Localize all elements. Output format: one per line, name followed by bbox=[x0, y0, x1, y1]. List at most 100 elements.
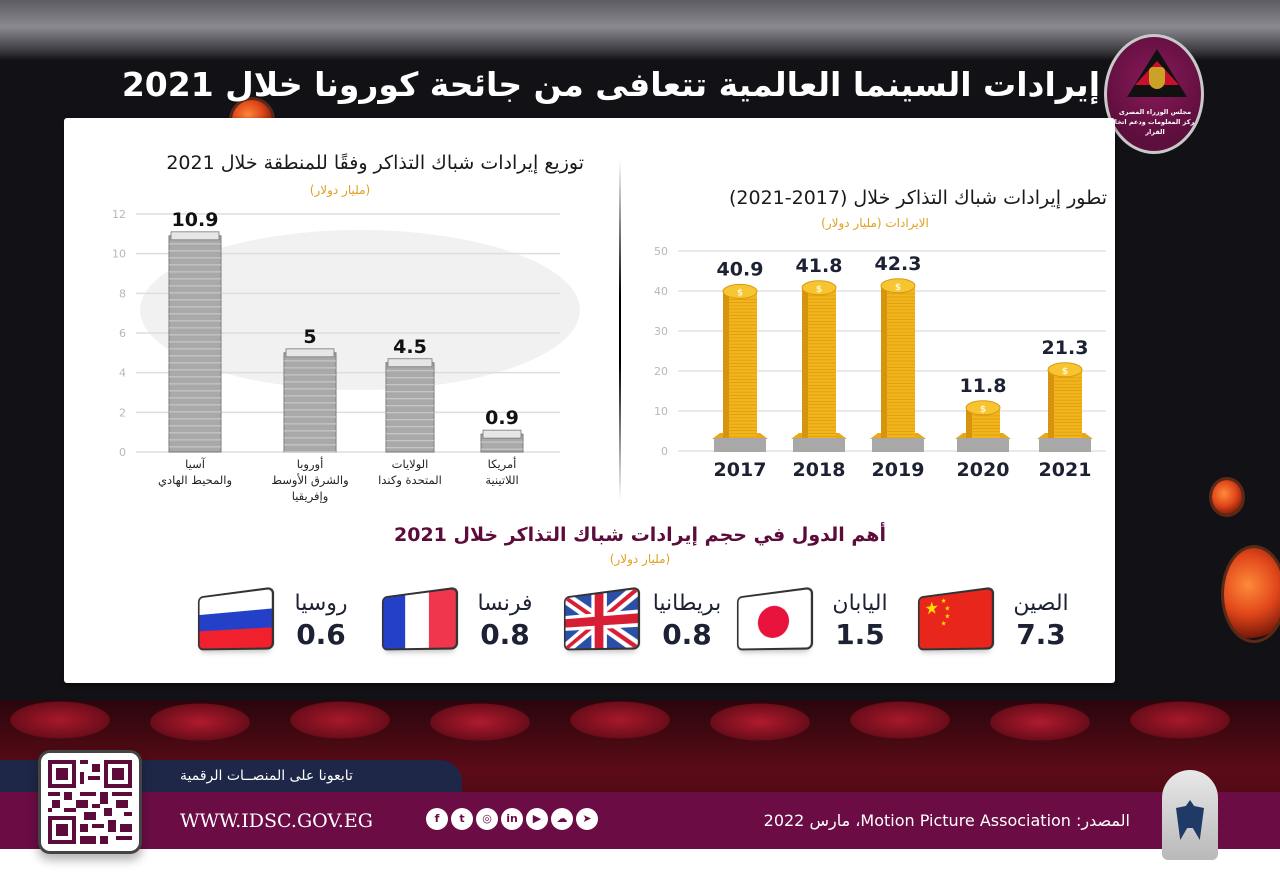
x-category-label-line: أوروبا bbox=[296, 457, 324, 471]
france-flag-icon bbox=[381, 586, 459, 651]
russia-flag-icon bbox=[197, 586, 275, 651]
website-link[interactable]: WWW.IDSC.GOV.EG bbox=[180, 810, 373, 832]
country-france: فرنسا 0.8 bbox=[378, 586, 548, 658]
dollar-icon: $ bbox=[737, 288, 743, 298]
x-category-label: 2020 bbox=[957, 459, 1010, 481]
coin-shade bbox=[881, 285, 887, 438]
x-category-label: الولايات المتحدة وكندا bbox=[355, 456, 465, 488]
x-category-label: أوروبا والشرق الأوسط وإفريقيا bbox=[255, 456, 365, 504]
stack-top bbox=[482, 429, 522, 439]
japan-flag-icon bbox=[736, 586, 814, 651]
country-value: 7.3 bbox=[1016, 618, 1066, 651]
logo-text-line: مركز المعلومات ودعم اتخاذ القرار bbox=[1111, 118, 1199, 136]
x-category-label: 2017 bbox=[714, 459, 767, 481]
y-tick-label: 6 bbox=[119, 327, 126, 340]
country-uk: بريطانيا 0.8 bbox=[560, 586, 730, 658]
stack-top bbox=[387, 358, 433, 368]
yearly-chart-title: تطور إيرادات شباك التذاكر خلال (2017-202… bbox=[728, 187, 1107, 209]
source-text: المصدر: Motion Picture Association، مارس… bbox=[763, 811, 1130, 830]
world-map-background bbox=[140, 230, 580, 390]
bar-value-label: 0.9 bbox=[485, 407, 519, 429]
panel-divider bbox=[619, 160, 621, 500]
dollar-icon: $ bbox=[816, 285, 822, 295]
y-tick-label: 50 bbox=[654, 245, 668, 258]
countries-subtitle: (مليار دولار) bbox=[609, 552, 671, 566]
region-revenue-chart: 0 2 4 6 8 10 12 10.9 5 4.5 0.9 bbox=[112, 208, 580, 459]
x-category-label-line: وإفريقيا bbox=[291, 489, 329, 503]
content-panel bbox=[64, 118, 1115, 683]
x-category-label-line: اللاتينية bbox=[485, 473, 519, 487]
country-value: 0.6 bbox=[296, 618, 346, 651]
x-category-label: آسيا والمحيط الهادي bbox=[140, 456, 250, 488]
y-tick-label: 4 bbox=[119, 367, 126, 380]
coin-shade bbox=[966, 407, 972, 438]
y-tick-label: 0 bbox=[119, 446, 126, 459]
social-icons: f t ◎ in ▶ ☁ ➤ bbox=[426, 808, 598, 834]
footer-bottom-strip bbox=[0, 849, 1280, 873]
y-tick-label: 30 bbox=[654, 325, 668, 338]
qr-code-icon bbox=[48, 760, 132, 844]
yearly-revenue-chart: 0 10 20 30 40 50 $40.9 2017 $41.8 2018 $42.3 2019 $1… bbox=[654, 245, 1106, 481]
y-tick-label: 0 bbox=[661, 445, 668, 458]
eagle-icon bbox=[1176, 800, 1204, 840]
linkedin-icon[interactable]: in bbox=[501, 808, 523, 830]
bar-value-label: 21.3 bbox=[1042, 337, 1089, 359]
yearly-chart-subtitle: الايرادات (مليار دولار) bbox=[821, 216, 929, 230]
country-name: روسيا bbox=[294, 591, 348, 616]
telegram-icon[interactable]: ➤ bbox=[576, 808, 598, 830]
x-category-label-line: المتحدة وكندا bbox=[378, 473, 442, 487]
x-category-label-line: آسيا bbox=[185, 457, 205, 471]
bar-pedestal bbox=[957, 438, 1009, 452]
y-tick-label: 10 bbox=[112, 248, 126, 261]
country-china: ★ ★ ★ ★ ★ الصين 7.3 bbox=[914, 586, 1084, 658]
bar: $ bbox=[955, 400, 1011, 452]
y-tick-label: 20 bbox=[654, 365, 668, 378]
idsc-logo bbox=[1162, 770, 1218, 860]
coin-top bbox=[722, 283, 758, 299]
y-tick-label: 2 bbox=[119, 406, 126, 419]
coin-top bbox=[965, 400, 1001, 416]
x-category-label: 2021 bbox=[1039, 459, 1092, 481]
y-tick-label: 8 bbox=[119, 287, 126, 300]
dollar-icon: $ bbox=[980, 405, 986, 415]
bar-value-label: 5 bbox=[303, 326, 316, 348]
bar-pedestal bbox=[872, 438, 924, 452]
logo-text: مجلس الوزراء المصرى مركز المعلومات ودعم … bbox=[1109, 107, 1201, 137]
country-name: فرنسا bbox=[477, 591, 533, 616]
uk-flag-icon bbox=[563, 586, 641, 651]
y-tick-label: 12 bbox=[112, 208, 126, 221]
footer-follow-tab bbox=[150, 760, 462, 792]
coin-shade bbox=[723, 291, 729, 438]
bar: $ bbox=[791, 280, 847, 452]
bar: $ bbox=[712, 283, 768, 452]
region-chart-title: توزيع إيرادات شباك التذاكر وفقًا للمنطقة… bbox=[166, 152, 584, 174]
country-japan: اليابان 1.5 bbox=[733, 586, 903, 658]
bar-pedestal bbox=[714, 438, 766, 452]
bar bbox=[168, 231, 222, 453]
footer-bar bbox=[0, 792, 1280, 849]
bar-value-label: 41.8 bbox=[796, 255, 843, 277]
virus-icon bbox=[1212, 480, 1242, 514]
bar bbox=[385, 358, 435, 453]
country-name: بريطانيا bbox=[652, 591, 722, 616]
coin-top bbox=[1047, 362, 1083, 378]
x-category-label-line: الولايات bbox=[391, 457, 429, 471]
country-value: 0.8 bbox=[480, 618, 530, 651]
bar-value-label: 40.9 bbox=[717, 258, 764, 280]
stack-top bbox=[170, 231, 220, 241]
x-category-label-line: والشرق الأوسط bbox=[271, 473, 349, 487]
twitter-icon[interactable]: t bbox=[451, 808, 473, 830]
soundcloud-icon[interactable]: ☁ bbox=[551, 808, 573, 830]
x-category-label: أمريكا اللاتينية bbox=[447, 456, 557, 488]
facebook-icon[interactable]: f bbox=[426, 808, 448, 830]
bar bbox=[480, 429, 524, 453]
bar: $ bbox=[1037, 362, 1093, 452]
money-stack-bar bbox=[168, 235, 222, 453]
youtube-icon[interactable]: ▶ bbox=[526, 808, 548, 830]
qr-code[interactable] bbox=[38, 750, 142, 854]
y-tick-label: 40 bbox=[654, 285, 668, 298]
country-name: اليابان bbox=[832, 591, 888, 616]
bar-pedestal bbox=[1039, 438, 1091, 452]
instagram-icon[interactable]: ◎ bbox=[476, 808, 498, 830]
cabinet-logo: مجلس الوزراء المصرى مركز المعلومات ودعم … bbox=[1104, 34, 1204, 154]
